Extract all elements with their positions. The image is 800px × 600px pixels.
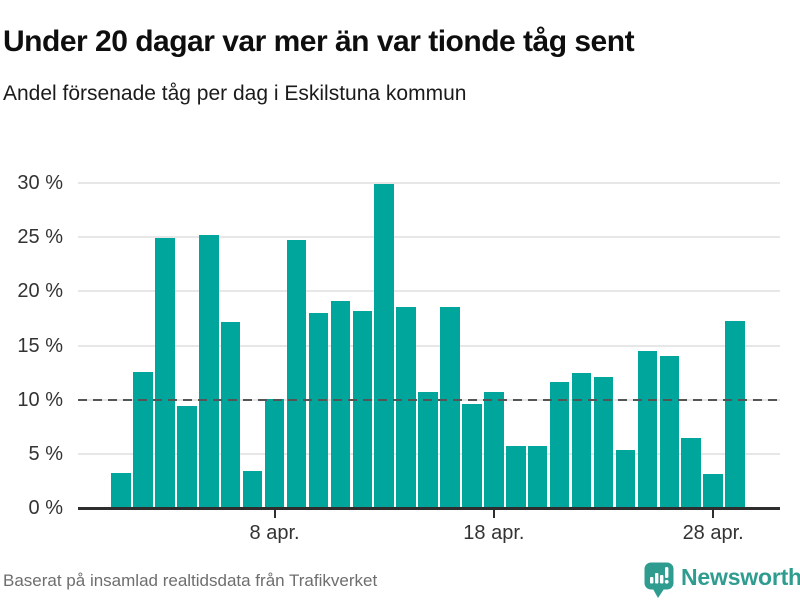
bar-8apr xyxy=(264,398,285,508)
bar-24apr xyxy=(615,449,636,508)
bar-23apr xyxy=(593,376,614,508)
x-axis xyxy=(78,507,780,510)
gridline-30 xyxy=(78,182,780,184)
y-axis-label: 0 % xyxy=(28,497,63,519)
bar-12apr xyxy=(352,310,373,508)
bar-2apr xyxy=(133,371,153,508)
bar-25apr xyxy=(637,350,658,508)
chart-subtitle: Andel försenade tåg per dag i Eskilstuna… xyxy=(3,82,467,105)
x-tick xyxy=(492,510,495,518)
y-axis-label: 25 % xyxy=(17,226,63,249)
bar-10apr xyxy=(308,313,329,508)
bar-17apr xyxy=(462,404,482,508)
newsworthy-logo-icon xyxy=(644,562,674,598)
y-axis-label: 10 % xyxy=(17,388,63,411)
reference-line-10pct xyxy=(78,398,780,401)
y-axis-label: 20 % xyxy=(17,280,63,303)
page-title: Under 20 dagar var mer än var tionde tåg… xyxy=(3,25,635,59)
x-tick-label: 8 apr. xyxy=(249,522,300,544)
bar-27apr xyxy=(681,437,701,508)
gridline-25 xyxy=(78,236,780,239)
bar-21apr xyxy=(549,382,570,508)
bar-29apr xyxy=(725,320,745,508)
bar-chart: 0 % 5 % 10 % 15 % 20 % 25 % 30 % 8 apr. 18 apr. 2… xyxy=(17,172,780,544)
x-tick xyxy=(273,510,276,518)
bar-22apr xyxy=(571,372,592,508)
bar-5apr xyxy=(199,235,219,508)
bar-19apr xyxy=(506,446,526,508)
bar-26apr xyxy=(659,356,680,508)
bar-20apr xyxy=(527,446,548,508)
gridline-20 xyxy=(78,290,780,293)
bar-15apr xyxy=(418,392,438,508)
bar-1apr xyxy=(111,473,131,508)
y-axis-label: 30 % xyxy=(17,172,63,194)
bar-9apr xyxy=(286,240,307,508)
newsworthy-wordmark: Newsworthy xyxy=(681,564,800,590)
bar-18apr xyxy=(484,392,504,508)
bar-7apr xyxy=(242,471,263,508)
y-axis-label: 5 % xyxy=(28,442,63,465)
y-axis-label: 15 % xyxy=(17,334,63,357)
newsworthy-branding: Newsworthy xyxy=(644,561,800,599)
source-note: Baserat på insamlad realtidsdata från Tr… xyxy=(3,571,378,590)
gridline-15 xyxy=(78,344,780,347)
bar-3apr xyxy=(155,238,175,508)
bar-13apr xyxy=(374,184,394,508)
x-tick-label: 28 apr. xyxy=(682,522,744,544)
x-tick xyxy=(712,510,715,518)
bar-4apr xyxy=(177,406,197,508)
bar-28apr xyxy=(703,474,723,508)
x-tick-label: 18 apr. xyxy=(463,522,525,544)
bar-14apr xyxy=(396,306,416,508)
bar-6apr xyxy=(220,321,241,508)
bar-11apr xyxy=(330,301,351,508)
bar-16apr xyxy=(440,306,460,508)
